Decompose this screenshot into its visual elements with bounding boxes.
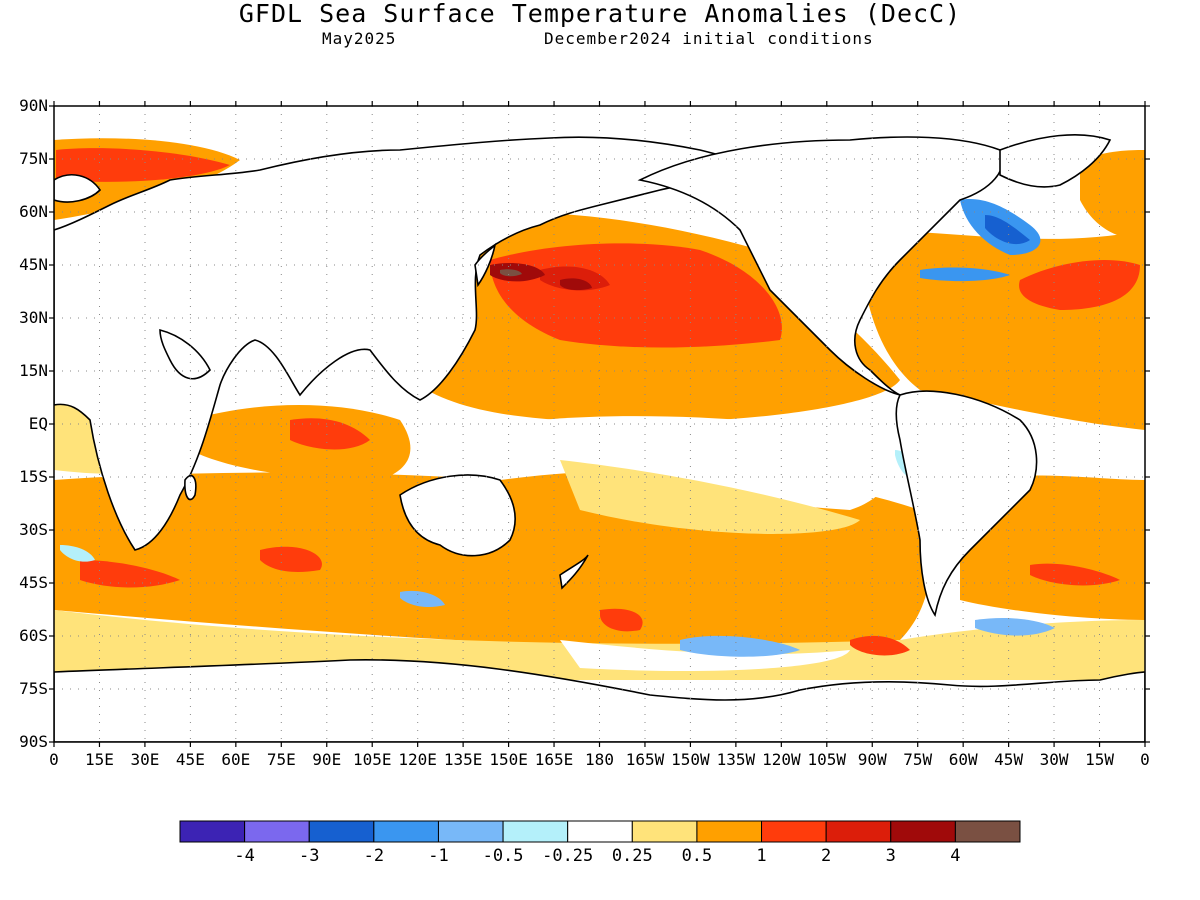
colorbar-swatch — [696, 820, 763, 843]
colorbar-tick-label: -3 — [298, 846, 320, 866]
lon-label: 150E — [489, 750, 528, 769]
colorbar-tick-label: 1 — [756, 846, 767, 866]
lat-label: 75S — [19, 679, 48, 698]
lon-label: 60E — [221, 750, 251, 769]
lat-label: 30S — [19, 520, 48, 539]
lon-label: 90E — [312, 750, 342, 769]
lat-label: 60N — [19, 202, 48, 221]
colorbar-swatch — [308, 820, 375, 843]
colorbar-tick-label: -0.25 — [542, 846, 594, 866]
colorbar-swatch — [825, 820, 892, 843]
lon-label: 105W — [807, 750, 847, 769]
colorbar-swatch — [631, 820, 698, 843]
lon-label: 90W — [857, 750, 887, 769]
lon-label: 45E — [175, 750, 205, 769]
lon-label: 15W — [1085, 750, 1114, 769]
lon-label: 75W — [903, 750, 933, 769]
north-america — [637, 136, 1004, 396]
colorbar — [179, 820, 1021, 843]
lon-label: 165W — [625, 750, 665, 769]
colorbar-swatch — [761, 820, 827, 843]
lon-label: 135E — [443, 750, 483, 769]
colorbar-swatch — [502, 820, 569, 843]
uk-scandinavia — [54, 174, 102, 203]
lon-label: 120W — [762, 750, 801, 769]
colorbar-swatch — [437, 820, 504, 843]
antarctica — [54, 659, 1145, 742]
lon-label: 105E — [352, 750, 392, 769]
colorbar-tick-label: 0.25 — [611, 846, 653, 866]
chart-title: GFDL Sea Surface Temperature Anomalies (… — [238, 0, 962, 28]
anomaly-field-cold — [60, 199, 1055, 657]
lon-label: 150W — [671, 750, 710, 769]
lon-label: 30E — [130, 750, 160, 769]
colorbar-swatch — [373, 820, 439, 843]
anomaly-field-hot — [56, 148, 1140, 656]
lon-label: 135W — [716, 750, 756, 769]
lon-label: 0 — [49, 750, 59, 769]
colorbar-tick-label: -2 — [363, 846, 385, 866]
lon-label: 45W — [994, 750, 1024, 769]
colorbar-swatch — [179, 820, 246, 843]
lat-label: 15N — [19, 361, 48, 380]
lat-label: 75N — [19, 149, 48, 168]
lon-label: 180 — [585, 750, 614, 769]
colorbar-swatch — [890, 820, 956, 843]
colorbar-tick-label: 3 — [885, 846, 896, 866]
lon-label: 165E — [534, 750, 574, 769]
lon-label: 120E — [398, 750, 437, 769]
africa-eurasia — [54, 136, 763, 551]
colorbar-tick-label: -0.5 — [482, 846, 524, 866]
lat-label: 45N — [19, 255, 48, 274]
colorbar-tick-label: -4 — [234, 846, 255, 866]
lat-label: 15S — [19, 467, 48, 486]
south-america — [895, 390, 1038, 618]
lat-label: 90N — [19, 96, 48, 115]
lon-label: 30W — [1039, 750, 1069, 769]
japan — [474, 242, 497, 288]
lat-label: 45S — [19, 573, 48, 592]
lat-label: 90S — [19, 732, 48, 751]
init-conditions: December2024 initial conditions — [544, 29, 874, 48]
colorbar-tick-label: 2 — [821, 846, 832, 866]
lat-label: 30N — [19, 308, 48, 327]
australia — [399, 474, 516, 557]
lon-label: 0 — [1140, 750, 1150, 769]
colorbar-tick-label: -1 — [428, 846, 449, 866]
lon-label: 15E — [85, 750, 114, 769]
colorbar-tick-label: 0.5 — [681, 846, 713, 866]
lon-label: 75E — [266, 750, 296, 769]
lon-label: 60W — [948, 750, 978, 769]
lat-label: 60S — [19, 626, 48, 645]
lat-label: EQ — [28, 414, 48, 433]
greenland — [999, 134, 1112, 188]
continents — [54, 134, 1145, 742]
colorbar-swatch — [954, 820, 1021, 843]
colorbar-swatch — [567, 820, 633, 843]
madagascar — [184, 474, 197, 501]
colorbar-swatch — [244, 820, 310, 843]
colorbar-tick-label: 4 — [950, 846, 961, 866]
valid-month: May2025 — [322, 29, 397, 48]
